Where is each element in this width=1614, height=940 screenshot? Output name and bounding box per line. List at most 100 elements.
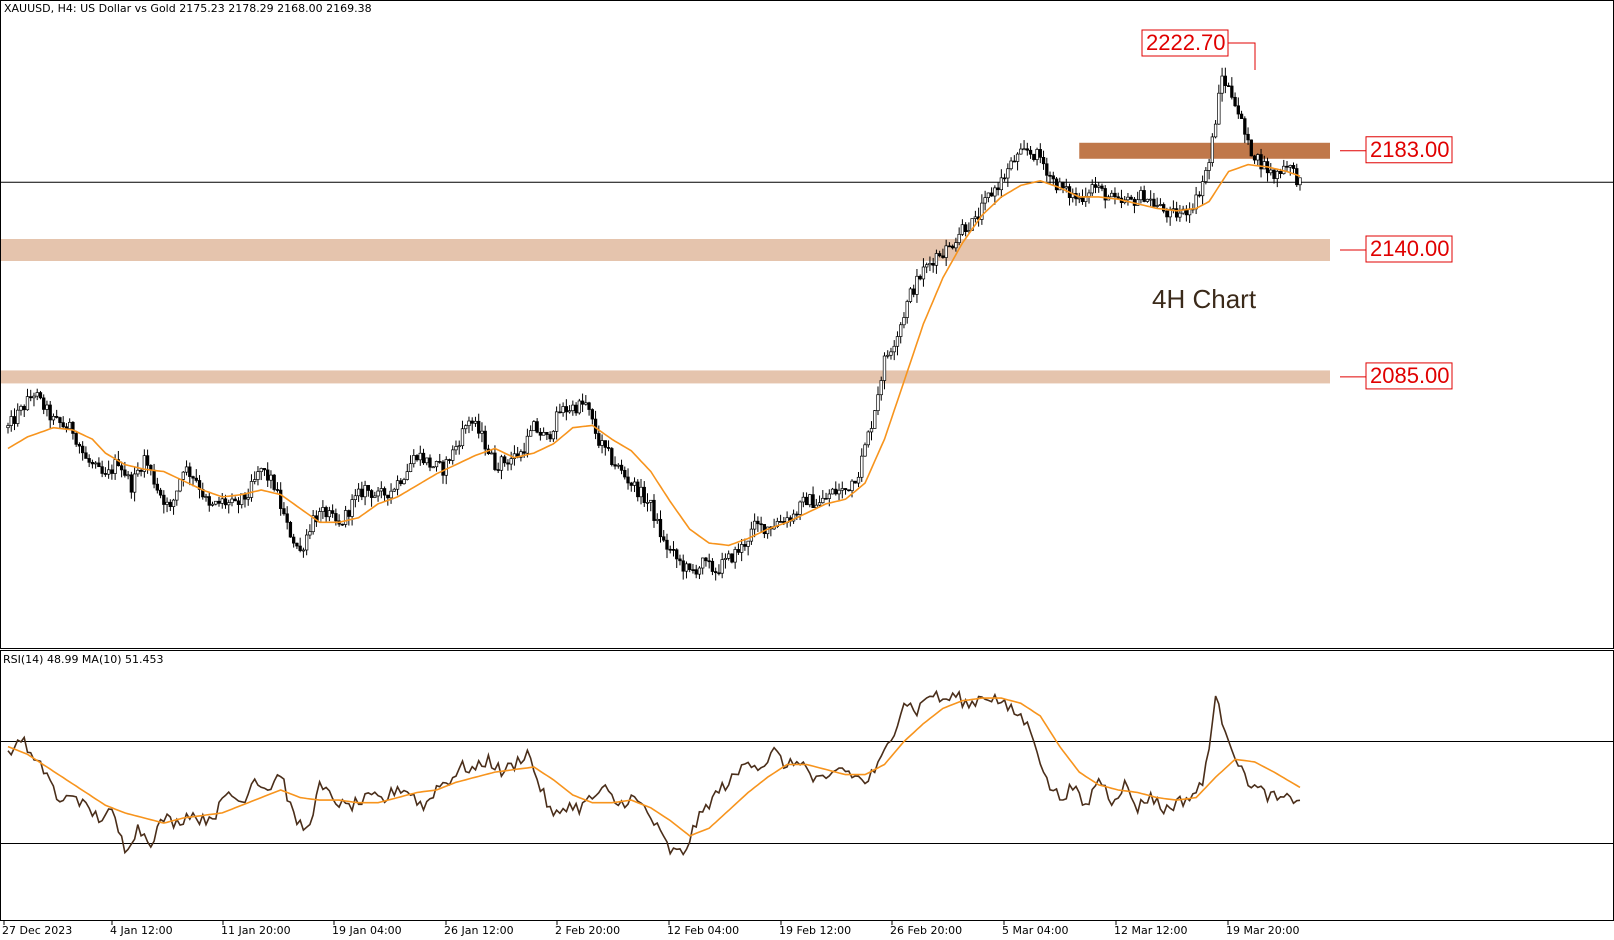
candle: [480, 422, 484, 443]
candle: [1178, 205, 1182, 222]
candle: [1217, 84, 1221, 125]
candle: [944, 239, 948, 267]
candle: [506, 459, 510, 471]
candle: [324, 505, 328, 523]
candle: [402, 477, 406, 485]
candle: [171, 498, 176, 515]
level-label-2183.00: 2183.00: [1365, 136, 1453, 164]
candle: [791, 509, 796, 524]
candle: [1285, 160, 1289, 173]
candle: [418, 445, 422, 466]
candle: [925, 262, 929, 274]
candle: [662, 530, 666, 543]
candle: [912, 284, 916, 298]
candle: [282, 502, 286, 516]
candle: [369, 489, 374, 507]
candle: [947, 242, 952, 248]
candle: [684, 561, 689, 579]
candle: [415, 454, 419, 462]
level-label-text: 2222.70: [1146, 30, 1226, 55]
candle: [704, 556, 708, 567]
level-zone-2183.00: [1079, 142, 1330, 159]
candle: [97, 457, 101, 468]
candle: [934, 249, 939, 274]
candle: [752, 513, 757, 538]
candle: [217, 496, 221, 507]
candle: [142, 449, 146, 478]
candle: [902, 312, 906, 329]
level-connector: [1228, 42, 1256, 70]
candle: [655, 513, 659, 524]
x-tick-label: 26 Jan 12:00: [444, 924, 514, 937]
candle: [100, 460, 104, 478]
candle: [1249, 139, 1253, 157]
candle: [343, 505, 348, 528]
candle: [649, 499, 653, 512]
candle: [853, 480, 857, 484]
candle: [451, 445, 455, 465]
candle: [51, 413, 56, 425]
candle: [837, 483, 841, 501]
candle: [1269, 163, 1273, 176]
candle: [19, 404, 23, 416]
candle: [236, 497, 241, 514]
rsi-level-lines: [0, 741, 1614, 844]
candle: [528, 425, 533, 437]
candle: [668, 545, 672, 554]
candle: [876, 386, 880, 416]
candle: [905, 299, 909, 324]
candle: [1272, 169, 1276, 184]
candle: [636, 479, 640, 502]
candle: [632, 477, 637, 493]
candle: [590, 408, 594, 425]
candle: [162, 490, 166, 514]
candle: [749, 521, 754, 545]
candle: [356, 483, 361, 502]
candle: [84, 446, 88, 459]
candle: [606, 440, 611, 452]
candle: [6, 422, 10, 434]
candle: [1152, 192, 1156, 208]
candle: [532, 420, 536, 432]
x-tick-label: 19 Mar 20:00: [1226, 924, 1299, 937]
candle: [379, 481, 383, 499]
candle: [321, 500, 325, 519]
candle: [139, 467, 143, 477]
candle: [824, 492, 828, 500]
candle: [681, 554, 685, 580]
candle: [470, 417, 474, 431]
candle: [116, 450, 121, 467]
candle: [376, 486, 380, 502]
candle: [619, 459, 624, 475]
candle: [574, 402, 578, 416]
candle: [1145, 198, 1150, 203]
candle: [9, 410, 13, 432]
price-moving-average: [7, 163, 1301, 547]
level-label-box: [1141, 29, 1229, 57]
candle: [220, 493, 224, 509]
candle: [1162, 202, 1166, 214]
candle: [847, 489, 851, 492]
level-label-text: 2140.00: [1370, 236, 1450, 261]
candle: [1204, 167, 1208, 185]
x-tick-label: 27 Dec 2023: [2, 924, 72, 937]
candle: [1139, 186, 1143, 204]
candle: [714, 567, 718, 581]
candle: [347, 509, 351, 526]
candle: [81, 441, 85, 461]
level-zone-2085.00: [0, 370, 1330, 384]
candle: [545, 431, 549, 441]
candle: [425, 457, 429, 466]
candle: [259, 467, 263, 481]
candle: [1100, 183, 1104, 192]
candle: [366, 485, 370, 497]
candle: [739, 538, 744, 562]
candle: [467, 416, 471, 434]
candle: [548, 431, 552, 442]
candle: [1213, 120, 1218, 139]
candle: [464, 424, 468, 434]
candle: [61, 416, 65, 430]
candle: [1090, 179, 1094, 196]
candle: [360, 481, 364, 501]
level-labels: 2222.70 2183.00 2140.00 2085.00: [1141, 29, 1453, 390]
